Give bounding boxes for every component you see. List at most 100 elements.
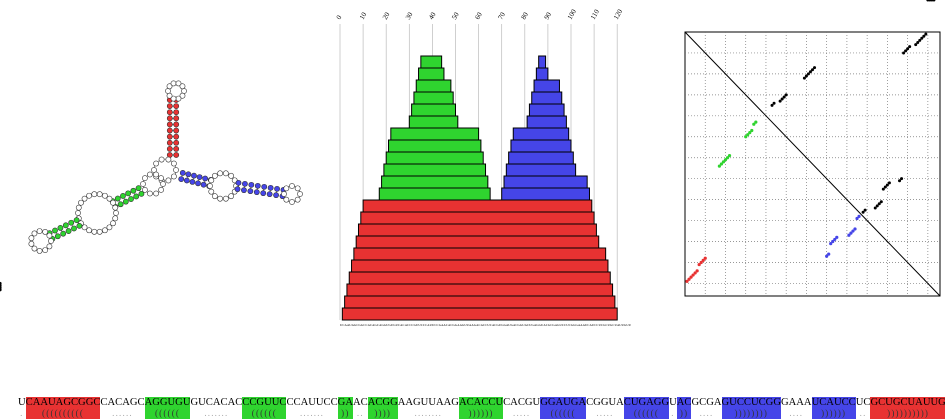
nucleotide xyxy=(171,81,176,86)
sequence-text: GAAA xyxy=(781,397,812,408)
nucleotide xyxy=(52,228,57,233)
mountain-layer xyxy=(532,92,562,104)
sequence-text: CGGUA xyxy=(586,397,624,408)
sequence-text: U xyxy=(18,397,26,408)
mountain-layer xyxy=(509,152,574,164)
structure-text: )))))))) xyxy=(722,408,781,419)
nucleotide xyxy=(92,192,97,197)
nucleotide xyxy=(218,196,223,201)
nucleotide xyxy=(87,193,92,198)
nucleotide xyxy=(29,236,34,241)
diagram-canvas: 0102030405060708090100110120UCAAUAGCGGCC… xyxy=(0,0,945,395)
nucleotide xyxy=(32,246,37,251)
nucleotide xyxy=(171,174,176,179)
sequence-block: CCAUUCC....... xyxy=(286,397,337,419)
nucleotide xyxy=(87,228,92,233)
sequence-segment: AGGUGU xyxy=(379,323,394,327)
nucleotide xyxy=(167,110,172,115)
structure-text: (((((( xyxy=(242,408,286,419)
structure-text: )) xyxy=(677,408,692,419)
nucleotide xyxy=(261,191,266,196)
mountain-layer xyxy=(382,176,488,188)
structure-text: (((((((((( xyxy=(26,408,101,419)
nucleotide xyxy=(167,104,172,109)
sequence-text: CACGU xyxy=(503,397,540,408)
structure-text: )))))))))) xyxy=(870,408,945,419)
nucleotide xyxy=(255,183,260,188)
nucleotide xyxy=(158,176,163,181)
sequence-segment: CCGUUC xyxy=(409,323,423,327)
nucleotide xyxy=(71,226,76,231)
sequence-segment: GUCCUCGG xyxy=(557,323,576,327)
sequence-segment: CGGUA xyxy=(515,323,527,327)
sequence-text: CCAUUCC xyxy=(286,397,337,408)
sequence-text: GGAUGA xyxy=(540,397,586,408)
nucleotide xyxy=(174,110,179,115)
sequence-block: AAGUUAAG........ xyxy=(398,397,459,419)
nucleotide xyxy=(174,134,179,139)
nucleotide xyxy=(174,140,179,145)
nucleotide xyxy=(147,191,152,196)
probability-dot xyxy=(900,177,903,180)
nucleotide xyxy=(123,199,128,204)
structure-text: . xyxy=(18,408,26,419)
sequence-block: AC.. xyxy=(353,397,368,419)
nucleotide xyxy=(58,225,63,230)
nucleotide xyxy=(167,146,172,151)
nucleotide xyxy=(268,185,273,190)
tick-label: 20 xyxy=(381,11,392,21)
structure-text: )))))) xyxy=(812,408,856,419)
nucleotide xyxy=(55,234,60,239)
nucleotide xyxy=(207,183,212,188)
structure-text: (((((( xyxy=(624,408,669,419)
nucleotide xyxy=(139,191,144,196)
tick-label: 60 xyxy=(473,11,484,21)
nucleotide xyxy=(158,187,163,192)
structure-text: ..... xyxy=(503,408,540,419)
nucleotide xyxy=(174,128,179,133)
sequence-segment: CAAUAGCGGC xyxy=(342,323,365,327)
mountain-layer xyxy=(412,104,456,116)
structure-text: .... xyxy=(781,408,812,419)
nucleotide xyxy=(120,193,125,198)
nucleotide xyxy=(186,172,191,177)
structure-text: )) xyxy=(338,408,353,419)
nucleotide xyxy=(136,186,141,191)
sequence-segment: CCAUUCC xyxy=(423,323,439,327)
sequence-text: ACGG xyxy=(368,397,398,408)
mountain-layer xyxy=(421,56,442,68)
pair-dot xyxy=(847,234,850,237)
nucleotide xyxy=(248,189,253,194)
sequence-block: U. xyxy=(669,397,677,419)
nucleotide xyxy=(113,210,118,215)
sequence-text: GA xyxy=(338,397,353,408)
nucleotide xyxy=(179,177,184,182)
sequence-segment: ACACCU xyxy=(476,323,490,327)
structure-text: ...... xyxy=(100,408,144,419)
nucleotide xyxy=(249,182,254,187)
nucleotide xyxy=(61,231,66,236)
mountain-layer xyxy=(379,188,490,200)
pair-dot xyxy=(829,242,832,245)
nucleotide xyxy=(197,174,202,179)
nucleotide xyxy=(201,182,206,187)
nucleotide xyxy=(289,183,294,188)
sequence-text: AGGUGU xyxy=(145,397,191,408)
nucleotide xyxy=(166,157,171,162)
sequence-block: GAAA.... xyxy=(781,397,812,419)
sequence-block: GCUGCUAUUG)))))))))) xyxy=(870,397,945,419)
pair-dot xyxy=(855,217,858,220)
dotplot-diagonal xyxy=(685,32,940,296)
sequence-segment: AAGUUAAG xyxy=(457,323,477,327)
sequence-text: GCGA xyxy=(691,397,721,408)
structure-text: . xyxy=(669,408,677,419)
tick-label: 110 xyxy=(589,8,601,21)
nucleotide xyxy=(223,171,228,176)
mountain-layer xyxy=(358,224,596,236)
nucleotide xyxy=(97,229,102,234)
nucleotide xyxy=(167,134,172,139)
sequence-block: CAAUAGCGGC(((((((((( xyxy=(26,397,101,419)
nucleotide xyxy=(107,225,112,230)
probability-dot xyxy=(880,200,883,203)
mountain-layer xyxy=(349,272,610,284)
